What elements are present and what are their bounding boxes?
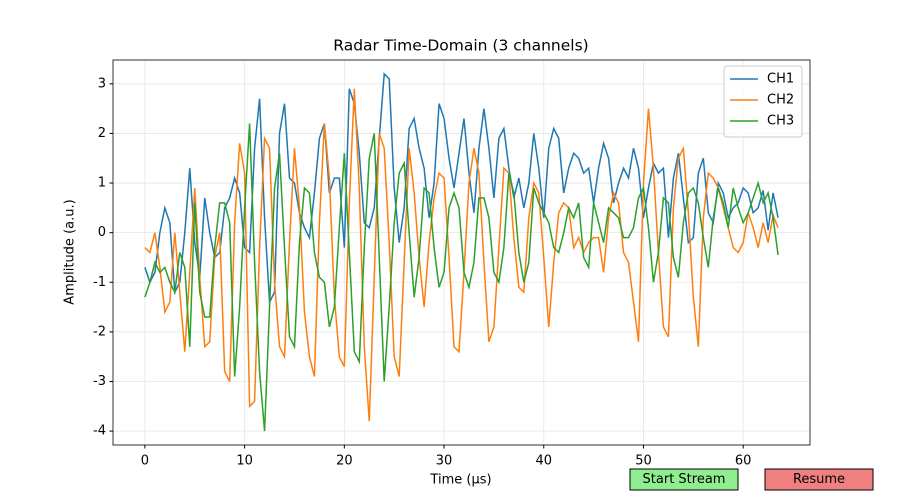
button[interactable]: Resume <box>764 468 874 491</box>
y-tick-label: -4 <box>93 424 106 439</box>
y-tick-label: -2 <box>93 324 106 339</box>
y-tick-label: 3 <box>98 76 106 91</box>
x-tick-label: 0 <box>141 454 149 469</box>
y-axis-label: Amplitude (a.u.) <box>63 199 78 304</box>
chart-title: Radar Time-Domain (3 channels) <box>333 37 588 55</box>
series-line <box>144 88 779 422</box>
button-label[interactable]: Start Stream <box>643 472 726 487</box>
x-tick-label: 20 <box>336 454 353 469</box>
legend-label: CH3 <box>767 114 794 129</box>
y-tick-label: -3 <box>93 374 106 389</box>
y-tick-label: 2 <box>98 126 106 141</box>
x-tick-label: 60 <box>735 454 752 469</box>
legend-label: CH1 <box>767 72 794 87</box>
legend-box <box>723 65 803 138</box>
button-face[interactable] <box>764 468 874 491</box>
y-tick-label: 0 <box>98 225 106 240</box>
button-face[interactable] <box>629 468 739 491</box>
x-axis-label: Time (µs) <box>429 473 491 488</box>
x-tick-label: 10 <box>236 454 253 469</box>
series-line <box>144 123 779 432</box>
y-tick-label: -1 <box>93 275 106 290</box>
legend-label: CH2 <box>767 93 794 108</box>
button[interactable]: Start Stream <box>629 468 739 491</box>
button-label[interactable]: Resume <box>793 472 845 487</box>
x-tick-label: 30 <box>436 454 453 469</box>
x-tick-label: 40 <box>535 454 552 469</box>
plot-frame <box>112 59 811 446</box>
series-line <box>144 72 779 305</box>
x-tick-label: 50 <box>635 454 652 469</box>
y-tick-label: 1 <box>98 176 106 191</box>
